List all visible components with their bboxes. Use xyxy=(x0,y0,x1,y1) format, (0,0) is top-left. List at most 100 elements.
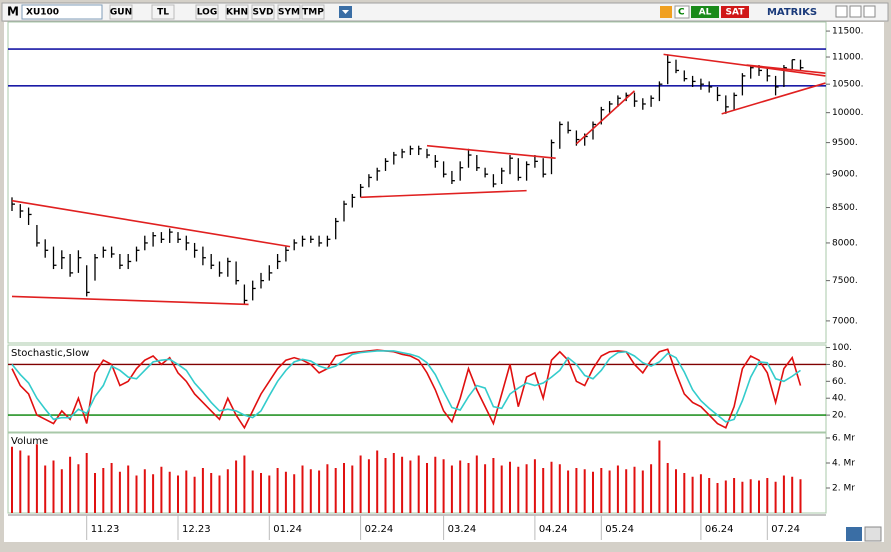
y-tick-label: 8500. xyxy=(832,203,858,213)
volume-bar xyxy=(44,465,47,513)
volume-bar xyxy=(525,464,528,513)
panel-title: Stochastic,Slow xyxy=(11,348,89,359)
icon[interactable] xyxy=(864,526,882,542)
y-tick-label: 11500. xyxy=(832,27,864,37)
x-tick-label: 05.24 xyxy=(605,524,634,535)
volume-bar xyxy=(442,459,445,513)
volume-bar xyxy=(193,476,196,513)
toolbar-button[interactable] xyxy=(225,4,249,20)
volume-bar xyxy=(434,456,437,513)
c-button[interactable] xyxy=(674,5,690,19)
volume-panel xyxy=(7,432,827,514)
toolbar-button-label[interactable]: TMP xyxy=(302,8,324,18)
y-tick-label: 7000. xyxy=(832,316,858,326)
trendline xyxy=(11,295,249,306)
volume-bar xyxy=(143,469,146,513)
volume-bar xyxy=(733,478,736,513)
icon[interactable] xyxy=(660,6,672,18)
volume-bar xyxy=(94,473,96,513)
volume-bar xyxy=(309,469,312,513)
toolbar-button-label[interactable]: SVD xyxy=(253,8,274,18)
trendline xyxy=(11,199,291,248)
toolbar-button-label[interactable]: SYM xyxy=(278,8,300,18)
volume-bar xyxy=(517,466,520,513)
stoch-line xyxy=(11,350,801,423)
volume-bar xyxy=(276,468,279,513)
volume-bar xyxy=(542,468,545,513)
buy-button[interactable] xyxy=(691,6,719,18)
toolbar-button[interactable] xyxy=(251,4,275,20)
y-tick-label: 9500. xyxy=(832,138,858,148)
buy-label[interactable]: AL xyxy=(699,8,712,18)
volume-bar xyxy=(683,473,686,513)
trendline xyxy=(360,189,527,199)
toolbar-button[interactable] xyxy=(195,4,219,20)
window-button[interactable] xyxy=(835,5,848,18)
volume-bar xyxy=(334,468,337,513)
volume-bar xyxy=(741,481,744,513)
volume-bar xyxy=(260,473,262,513)
volume-bar xyxy=(11,446,13,513)
y-tick-label: 4. Mr xyxy=(832,459,855,469)
volume-bar xyxy=(450,465,453,513)
panel-plot xyxy=(11,440,802,513)
volume-bar xyxy=(782,475,785,513)
volume-bar xyxy=(567,470,570,513)
volume-bar xyxy=(650,464,653,513)
volume-bar xyxy=(666,463,669,513)
symbol[interactable]: XU100 xyxy=(26,8,59,18)
sell-label[interactable]: SAT xyxy=(726,8,746,18)
x-tick-label: 07.24 xyxy=(771,524,800,535)
toolbar-button[interactable] xyxy=(301,4,325,20)
toolbar-button[interactable] xyxy=(151,4,175,20)
toolbar-button[interactable] xyxy=(277,4,301,20)
price-panel xyxy=(7,21,827,344)
volume-bar xyxy=(550,461,553,513)
toolbar xyxy=(1,2,889,22)
x-tick-label: 06.24 xyxy=(705,524,734,535)
toolbar-button-label[interactable]: TL xyxy=(157,8,169,18)
volume-bar xyxy=(343,463,345,513)
volume-bar xyxy=(608,470,611,513)
volume-bar xyxy=(716,483,719,513)
volume-bar xyxy=(185,470,188,513)
window-button[interactable] xyxy=(863,5,876,18)
volume-bar xyxy=(102,468,105,513)
window-button[interactable] xyxy=(849,5,862,18)
toolbar-button[interactable] xyxy=(109,4,133,20)
volume-bar xyxy=(509,461,511,513)
trendline xyxy=(426,144,556,159)
volume-bar xyxy=(533,459,536,513)
volume-bar xyxy=(318,470,321,513)
volume-bar xyxy=(118,471,121,513)
c-label[interactable]: C xyxy=(678,8,685,18)
logo: M xyxy=(7,5,19,19)
volume-bar xyxy=(791,476,794,513)
volume-bar xyxy=(177,475,179,513)
x-tick-label: 12.23 xyxy=(182,524,211,535)
y-tick-label: 20. xyxy=(832,411,846,421)
symbol-box[interactable] xyxy=(21,4,103,20)
y-tick-label: 2. Mr xyxy=(832,484,855,494)
volume-bar xyxy=(243,455,246,513)
toolbar-button-label[interactable]: KHN xyxy=(226,8,248,18)
volume-bar xyxy=(774,481,777,513)
trendline xyxy=(663,53,826,77)
volume-bar xyxy=(583,469,586,513)
panel-title: Volume xyxy=(11,436,48,447)
volume-bar xyxy=(409,460,412,513)
volume-bar xyxy=(592,471,594,513)
y-tick-label: 80. xyxy=(832,360,846,370)
volume-bar xyxy=(467,463,470,513)
volume-bar xyxy=(625,469,628,513)
toolbar-button-label[interactable]: GUN xyxy=(110,8,132,18)
toolbar-button-label[interactable]: LOG xyxy=(197,8,217,18)
volume-bar xyxy=(459,460,462,513)
trendline xyxy=(721,82,826,115)
volume-bar xyxy=(724,480,727,513)
sell-button[interactable] xyxy=(721,6,749,18)
icon[interactable] xyxy=(846,527,862,541)
volume-bar xyxy=(675,469,677,513)
volume-bar xyxy=(359,455,362,513)
y-tick-label: 60. xyxy=(832,377,846,387)
